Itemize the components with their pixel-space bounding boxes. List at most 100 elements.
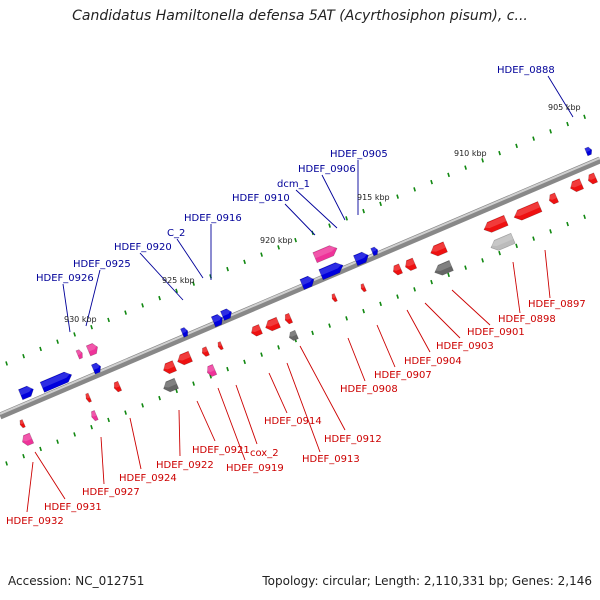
gene-label-top: HDEF_0905 xyxy=(330,149,388,160)
gene-label-bottom: HDEF_0898 xyxy=(498,314,556,325)
gene-arrow xyxy=(360,283,367,293)
gene-shape xyxy=(251,324,263,337)
scale-label: 915 kbp xyxy=(357,193,390,202)
tick-lower xyxy=(277,345,280,350)
gene-shape xyxy=(18,385,34,401)
tick-upper xyxy=(566,121,569,127)
scale-label: 925 kbp xyxy=(162,276,195,285)
gene-shape xyxy=(207,363,218,377)
tick-lower xyxy=(498,250,501,256)
gene-shape xyxy=(434,260,454,276)
gene-arrow xyxy=(392,263,404,276)
gene-label-bottom: HDEF_0924 xyxy=(119,473,177,484)
tick-lower xyxy=(447,272,450,278)
tick-upper xyxy=(175,288,178,294)
gene-highlight xyxy=(313,246,337,259)
gene-label-top: HDEF_0920 xyxy=(114,242,172,253)
gene-highlight xyxy=(300,276,314,286)
gene-arrow xyxy=(353,251,369,267)
gene-shape xyxy=(318,262,344,281)
gene-arrow xyxy=(75,349,83,360)
gene-highlight xyxy=(288,330,297,337)
leader-line xyxy=(286,362,321,453)
tick-lower xyxy=(311,330,314,336)
gene-highlight xyxy=(264,317,279,327)
tick-lower xyxy=(226,366,229,372)
tick-upper xyxy=(243,259,246,265)
tick-upper xyxy=(73,332,76,337)
tick-upper xyxy=(481,158,484,163)
leader-line xyxy=(376,324,396,368)
gene-label-bottom: HDEF_0914 xyxy=(264,416,322,427)
gene-shape xyxy=(22,432,35,446)
gene-highlight xyxy=(90,410,97,417)
gene-label-bottom: HDEF_0913 xyxy=(302,454,360,465)
gene-highlight xyxy=(220,309,231,317)
gene-shape xyxy=(549,192,560,205)
gene-highlight xyxy=(18,386,33,396)
gene-arrow xyxy=(18,385,34,401)
gene-highlight xyxy=(353,252,368,262)
leader-line xyxy=(424,302,461,339)
gene-arrow xyxy=(284,312,294,325)
tick-lower xyxy=(515,243,518,249)
leader-line xyxy=(295,189,338,229)
gene-arrow xyxy=(483,214,509,233)
leader-line xyxy=(85,269,101,327)
tick-upper xyxy=(430,179,433,185)
gene-label-bottom: HDEF_0921 xyxy=(192,445,250,456)
gene-shape xyxy=(284,312,294,325)
gene-shape xyxy=(490,232,516,251)
tick-lower xyxy=(345,316,348,321)
map-title: Candidatus Hamiltonella defensa 5AT (Acy… xyxy=(72,8,528,24)
gene-highlight xyxy=(404,258,415,267)
tick-upper xyxy=(226,266,229,272)
tick-lower xyxy=(583,214,586,220)
gene-arrow xyxy=(206,363,218,377)
gene-shape xyxy=(163,360,178,375)
tick-upper xyxy=(379,201,382,207)
tick-lower xyxy=(549,229,552,234)
gene-arrow xyxy=(513,201,543,221)
gene-arrow xyxy=(312,245,338,264)
tick-lower xyxy=(39,446,42,452)
gene-shape xyxy=(113,380,123,393)
gene-shape xyxy=(588,172,599,185)
gene-label-top: dcm_1 xyxy=(277,179,310,190)
gene-arrow xyxy=(264,316,281,332)
gene-label-bottom: HDEF_0904 xyxy=(404,356,462,367)
tick-upper xyxy=(294,237,297,243)
gene-shape xyxy=(570,178,585,193)
gene-highlight xyxy=(548,193,557,200)
tick-upper xyxy=(583,114,586,120)
tick-upper xyxy=(107,317,110,323)
gene-shape xyxy=(163,377,179,393)
gene-highlight xyxy=(584,146,591,153)
gene-shape xyxy=(201,346,210,357)
gene-arrow xyxy=(569,178,585,193)
tick-lower xyxy=(481,258,484,263)
gene-highlight xyxy=(392,264,401,271)
gene-shape xyxy=(177,350,193,366)
gene-highlight xyxy=(162,378,177,388)
tick-lower xyxy=(22,453,25,459)
gene-label-top: HDEF_0925 xyxy=(73,259,131,270)
gene-arrow xyxy=(217,341,224,351)
gene-shape xyxy=(39,371,73,393)
tick-lower xyxy=(362,308,365,314)
leader-line xyxy=(299,345,346,431)
gene-shape xyxy=(331,293,338,303)
gene-highlight xyxy=(433,261,452,271)
gene-shape xyxy=(360,283,367,293)
tick-upper xyxy=(141,303,144,308)
gene-shape xyxy=(265,316,281,332)
gene-arrow xyxy=(370,246,379,257)
gene-shape xyxy=(483,214,509,233)
gene-label-bottom: HDEF_0901 xyxy=(467,327,525,338)
gene-shape xyxy=(85,343,98,357)
gene-shape xyxy=(91,410,99,422)
gene-shape xyxy=(430,241,448,257)
gene-label-bottom: HDEF_0903 xyxy=(436,341,494,352)
label-leaders xyxy=(26,75,574,513)
